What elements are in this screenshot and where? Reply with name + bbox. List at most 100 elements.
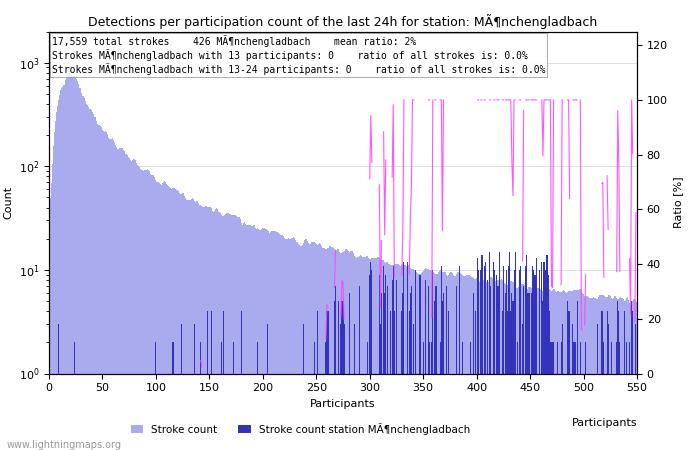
Bar: [442, 301, 443, 450]
Bar: [573, 342, 575, 450]
Bar: [629, 342, 630, 450]
Bar: [286, 239, 287, 450]
Bar: [532, 288, 533, 450]
Bar: [64, 80, 66, 450]
Bar: [462, 342, 463, 450]
Bar: [121, 148, 122, 450]
Bar: [182, 193, 183, 450]
Bar: [463, 276, 464, 450]
Bar: [190, 199, 192, 450]
Bar: [567, 292, 568, 450]
Bar: [618, 311, 620, 450]
Bar: [316, 244, 317, 450]
Bar: [502, 280, 503, 450]
Bar: [561, 324, 563, 450]
Bar: [162, 183, 163, 450]
Bar: [442, 272, 443, 450]
Bar: [199, 205, 200, 450]
Bar: [489, 279, 490, 450]
Bar: [377, 257, 378, 450]
Bar: [220, 215, 222, 450]
Bar: [206, 311, 208, 450]
Bar: [154, 177, 155, 450]
Text: 17,559 total strokes    426 MÃ¶nchengladbach    mean ratio: 2%
Strokes MÃ¶ncheng: 17,559 total strokes 426 MÃ¶nchengladbac…: [52, 35, 545, 75]
Bar: [194, 324, 195, 450]
Bar: [609, 295, 610, 450]
Bar: [525, 266, 526, 450]
Bar: [448, 311, 449, 450]
Bar: [379, 258, 380, 450]
Bar: [236, 216, 237, 450]
Bar: [417, 273, 419, 450]
Bar: [441, 266, 442, 450]
Bar: [611, 342, 612, 450]
Bar: [275, 231, 276, 450]
Bar: [490, 277, 491, 450]
Title: Detections per participation count of the last 24h for station: MÃ¶nchengladbach: Detections per participation count of th…: [88, 14, 598, 29]
Bar: [74, 342, 75, 450]
Bar: [616, 298, 617, 450]
Bar: [478, 270, 480, 450]
Bar: [553, 289, 554, 450]
Bar: [369, 274, 370, 450]
Bar: [446, 274, 447, 450]
Bar: [425, 280, 426, 450]
Bar: [66, 69, 68, 450]
Bar: [527, 289, 528, 450]
Bar: [632, 301, 634, 450]
Bar: [455, 276, 456, 450]
Bar: [238, 216, 239, 450]
Bar: [322, 248, 323, 450]
Bar: [234, 215, 236, 450]
Bar: [440, 342, 441, 450]
Bar: [141, 170, 143, 450]
Bar: [384, 262, 385, 450]
Bar: [508, 284, 509, 450]
Bar: [384, 293, 385, 450]
Bar: [437, 274, 438, 450]
Bar: [342, 301, 344, 450]
Bar: [616, 342, 617, 450]
Bar: [168, 186, 169, 450]
Bar: [456, 274, 457, 450]
Bar: [71, 65, 72, 450]
Bar: [335, 250, 336, 450]
Bar: [204, 206, 206, 450]
Bar: [245, 224, 246, 450]
Bar: [208, 207, 209, 450]
Bar: [222, 216, 223, 450]
Bar: [482, 280, 484, 450]
Bar: [536, 258, 537, 450]
Bar: [211, 311, 212, 450]
Bar: [452, 273, 453, 450]
Bar: [514, 252, 516, 450]
Bar: [184, 196, 186, 450]
Bar: [105, 131, 106, 450]
Bar: [606, 311, 608, 450]
Bar: [232, 215, 233, 450]
Bar: [413, 324, 414, 450]
Bar: [512, 301, 514, 450]
Bar: [99, 126, 100, 450]
Bar: [164, 181, 165, 450]
Bar: [611, 298, 612, 450]
Bar: [196, 201, 197, 450]
Bar: [440, 270, 441, 450]
Bar: [415, 271, 416, 450]
Bar: [257, 342, 258, 450]
Bar: [456, 286, 457, 450]
Bar: [444, 272, 445, 450]
Bar: [586, 296, 587, 450]
Bar: [580, 342, 581, 450]
Bar: [303, 243, 304, 450]
Bar: [106, 132, 107, 450]
Bar: [396, 280, 397, 450]
Bar: [407, 265, 409, 450]
Bar: [180, 194, 181, 450]
Bar: [364, 257, 365, 450]
Bar: [565, 292, 566, 450]
Bar: [610, 296, 611, 450]
Bar: [525, 288, 526, 450]
Bar: [603, 295, 604, 450]
Bar: [484, 281, 486, 450]
